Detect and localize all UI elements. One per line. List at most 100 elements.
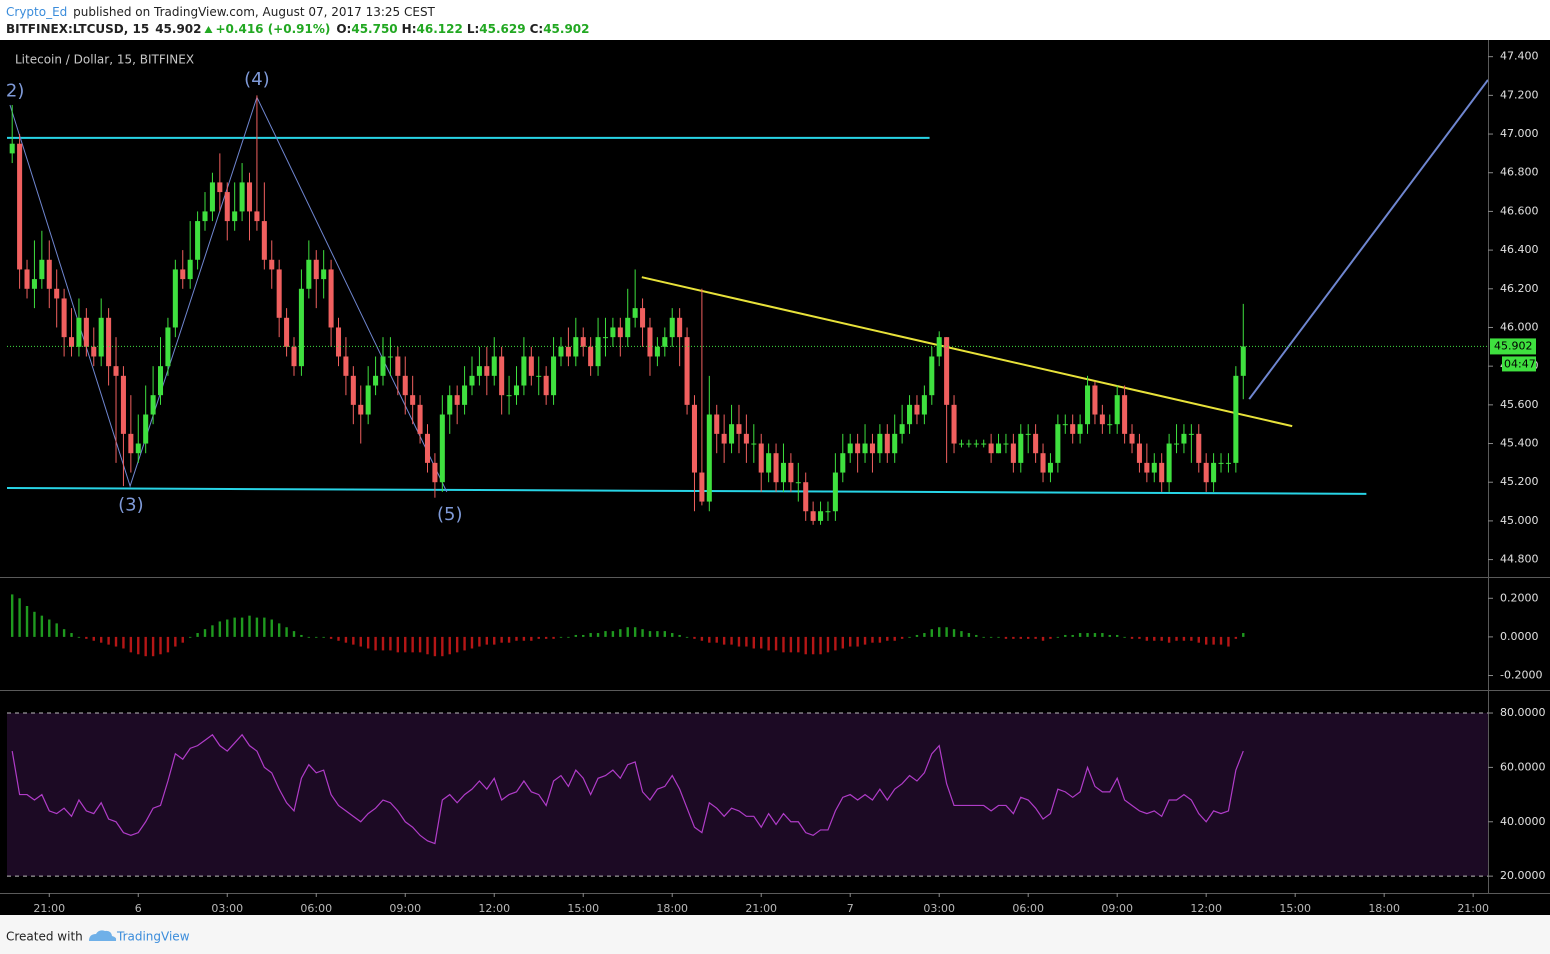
- candle: [669, 308, 675, 347]
- macd-bar: [544, 636, 548, 639]
- macd-bar: [1101, 633, 1104, 637]
- candle: [1136, 433, 1142, 473]
- candle: [840, 433, 846, 483]
- candle: [321, 250, 327, 299]
- candle: [1085, 375, 1091, 434]
- candle-body: [291, 346, 297, 367]
- candle: [150, 366, 156, 425]
- candle: [246, 172, 253, 241]
- macd-bar: [782, 636, 785, 653]
- candle-body: [1136, 443, 1142, 463]
- author[interactable]: Crypto_Ed: [6, 5, 67, 19]
- candle: [677, 308, 683, 367]
- candle-body: [936, 337, 942, 357]
- macd-bar: [159, 636, 162, 655]
- macd-bar: [359, 636, 362, 647]
- candle-body: [1003, 443, 1009, 445]
- candle: [24, 259, 30, 299]
- macd-bar: [70, 633, 73, 637]
- macd-bar: [1078, 633, 1082, 637]
- legend-title: Litecoin / Dollar, 15, BITFINEX: [15, 53, 194, 67]
- macd-bar: [507, 636, 511, 643]
- footer-brand[interactable]: TradingView: [116, 930, 190, 944]
- candle-body: [625, 317, 631, 338]
- macd-bar: [982, 636, 985, 638]
- macd-bar: [633, 627, 637, 637]
- macd-bar: [611, 631, 615, 637]
- macd-bar: [99, 636, 103, 643]
- candle-body: [150, 395, 156, 415]
- macd-bar: [329, 636, 333, 639]
- macd-bar: [1012, 636, 1015, 639]
- macd-bar: [129, 636, 133, 653]
- macd-bar: [1167, 636, 1171, 643]
- candle-body: [677, 317, 683, 338]
- candle-body: [1025, 433, 1031, 435]
- candle-body: [729, 424, 735, 444]
- candle: [1025, 424, 1031, 454]
- candle: [832, 453, 838, 521]
- macd-bar: [515, 636, 518, 641]
- candle: [729, 404, 735, 454]
- symbol: BITFINEX:LTCUSD, 15: [6, 22, 149, 36]
- candle-body: [261, 221, 267, 260]
- macd-bar: [166, 636, 170, 653]
- candle: [135, 414, 141, 463]
- candle-body: [1062, 424, 1068, 426]
- candle-body: [380, 356, 386, 376]
- candle-body: [1218, 462, 1224, 464]
- macd-bar: [537, 636, 540, 639]
- candle: [1188, 424, 1194, 463]
- candle-body: [1196, 433, 1202, 463]
- macd-bar: [322, 636, 325, 638]
- candle-body: [313, 259, 319, 280]
- macd-bar: [151, 636, 155, 657]
- wave-label: (4): [244, 69, 270, 90]
- macd-bar: [1019, 636, 1022, 639]
- x-tick-label: 06:00: [300, 902, 332, 915]
- candle: [254, 95, 260, 231]
- candle-body: [565, 346, 571, 357]
- candle: [773, 443, 779, 492]
- candle: [684, 327, 690, 415]
- candle-body: [462, 385, 468, 405]
- candle: [31, 240, 37, 309]
- candle: [343, 337, 349, 396]
- candle: [973, 439, 979, 448]
- macd-bar: [107, 636, 110, 645]
- candle: [76, 298, 82, 357]
- macd-bar: [923, 633, 926, 637]
- candle-body: [424, 433, 431, 463]
- candle: [17, 134, 23, 289]
- candle: [1196, 424, 1202, 473]
- candle-body: [691, 404, 697, 473]
- candle-body: [91, 346, 97, 357]
- y-tick-label: -0.2000: [1500, 669, 1542, 682]
- candle: [143, 385, 149, 454]
- macd-bar: [233, 617, 236, 637]
- candle-body: [825, 511, 831, 513]
- y-tick-label: 45.600: [1500, 398, 1539, 411]
- ohlc-value: 46.122: [417, 22, 463, 36]
- candle-body: [284, 317, 290, 347]
- candle-body: [862, 443, 868, 454]
- candle: [1099, 404, 1105, 434]
- candle: [1092, 381, 1098, 425]
- ohlc-value: 45.750: [351, 22, 397, 36]
- candle: [1122, 385, 1128, 444]
- published: published on TradingView.com, August 07,…: [73, 5, 435, 19]
- candle-body: [157, 366, 164, 396]
- macd-bar: [292, 631, 296, 637]
- candle: [1062, 414, 1068, 434]
- macd-bar: [975, 634, 978, 637]
- candle: [758, 433, 764, 492]
- macd-bar: [381, 636, 385, 651]
- candle-body: [981, 443, 987, 445]
- candle: [825, 501, 831, 521]
- candle-body: [1166, 443, 1172, 483]
- candle-body: [669, 317, 675, 338]
- x-tick-label: 09:00: [1101, 902, 1133, 915]
- candle: [1159, 453, 1165, 492]
- candle-body: [387, 356, 393, 358]
- candle-body: [165, 327, 171, 367]
